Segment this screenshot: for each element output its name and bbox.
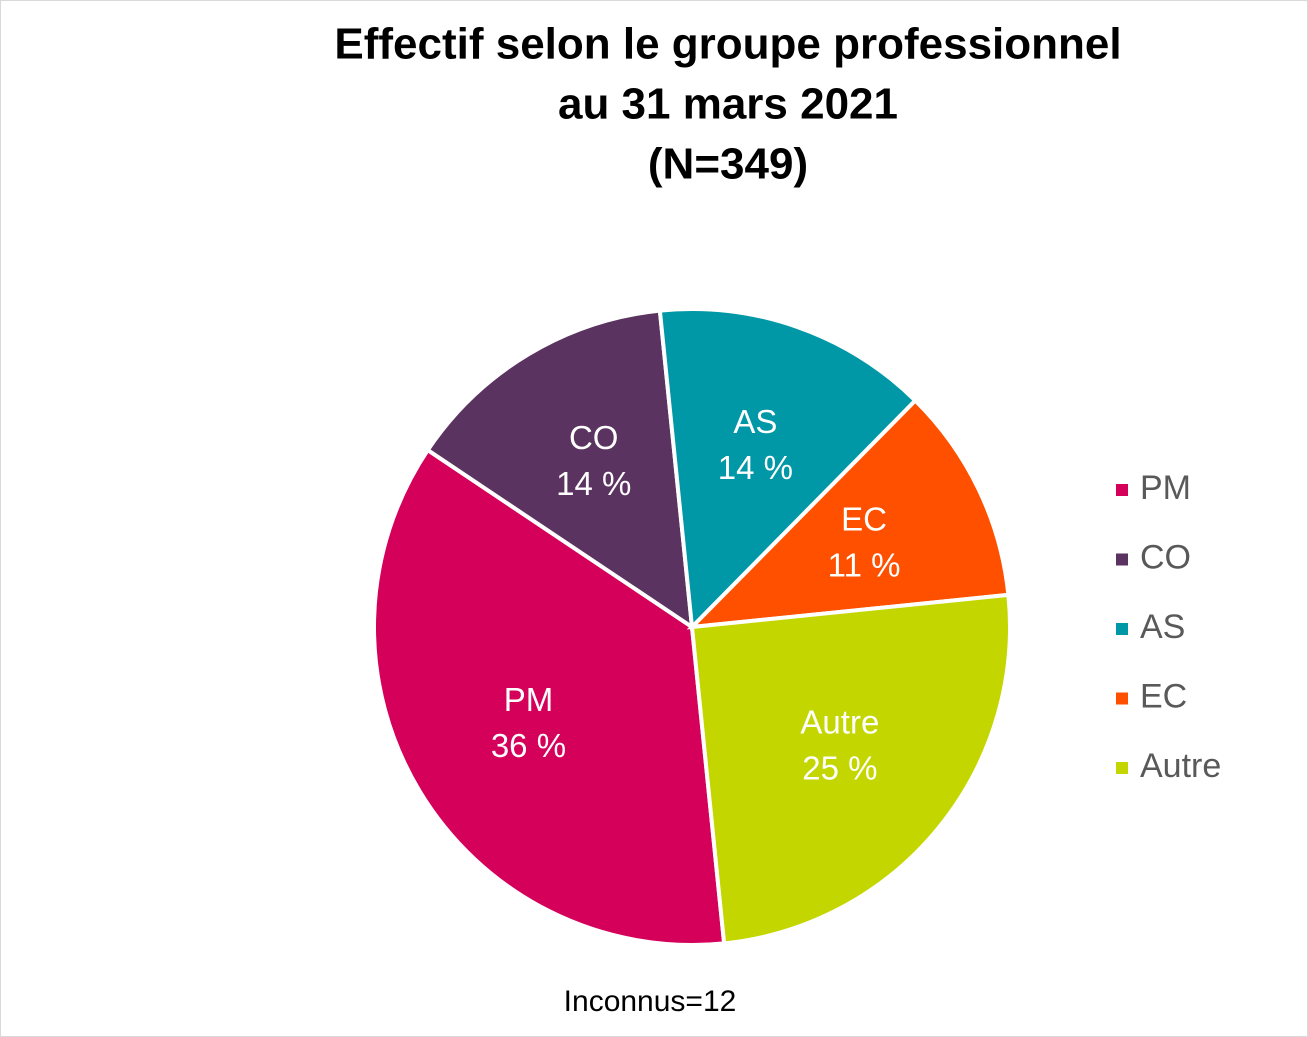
slice-category: CO: [569, 419, 619, 456]
chart-title: au 31 mars 2021: [558, 80, 898, 129]
slice-value: 36 %: [491, 727, 566, 764]
legend-swatch: [1116, 553, 1128, 566]
chart-title: (N=349): [648, 140, 808, 189]
legend-label: PM: [1140, 469, 1191, 507]
legend-label: AS: [1140, 608, 1185, 646]
slice-category: Autre: [800, 703, 879, 740]
slice-category: AS: [733, 403, 777, 440]
chart-title: Effectif selon le groupe professionnel: [334, 20, 1121, 69]
slice-value: 14 %: [556, 465, 631, 502]
pie-slice: [689, 592, 1012, 946]
slice-value: 25 %: [802, 749, 877, 786]
pie-slice: [686, 397, 1011, 630]
pie-slice: [372, 447, 727, 947]
slice-category: PM: [504, 681, 554, 718]
pie-slice: [424, 308, 695, 632]
legend-swatch: [1116, 692, 1128, 705]
slice-category: EC: [841, 500, 887, 537]
legend-label: EC: [1140, 677, 1187, 715]
legend-swatch: [1116, 762, 1128, 774]
legend-label: Autre: [1140, 747, 1221, 785]
legend-label: CO: [1140, 538, 1191, 576]
slice-value: 11 %: [828, 546, 901, 583]
legend-swatch: [1116, 623, 1128, 635]
slice-value: 14 %: [718, 449, 793, 486]
legend-swatch: [1116, 484, 1128, 496]
pie-slice: [657, 307, 919, 632]
annotation: Inconnus=12: [564, 985, 737, 1018]
